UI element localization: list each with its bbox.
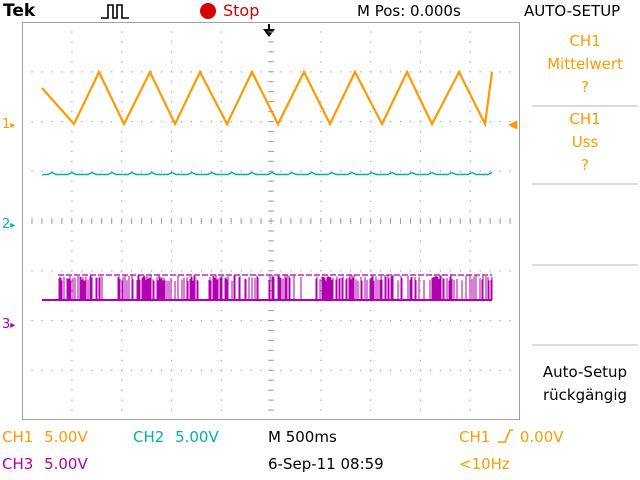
ch3-waveform [42, 274, 493, 301]
ch1-scale: 5.00V [44, 428, 88, 446]
ch1-ground-marker[interactable]: 1▸ [2, 118, 15, 133]
trigger-position-marker-icon [263, 24, 275, 37]
waveform-display [22, 22, 520, 420]
trigger-frequency-readout: <10Hz [459, 455, 510, 473]
ch2-scale: 5.00V [175, 428, 219, 446]
menu-title: AUTO-SETUP [524, 2, 621, 20]
ch3-marker-label: 3 [2, 317, 11, 332]
marker-arrow-icon: ▸ [10, 120, 16, 131]
ch3-scale-readout: CH3 5.00V [2, 454, 88, 474]
ch1-marker-label: 1 [2, 117, 11, 132]
date-time-readout: 6-Sep-11 08:59 [268, 455, 384, 473]
ch1-label: CH1 [2, 428, 34, 446]
menu-item-line: Mittelwert [547, 55, 623, 73]
ch1-scale-readout: CH1 5.00V [2, 427, 88, 447]
ch3-ground-marker[interactable]: 3▸ [2, 318, 15, 333]
menu-divider [532, 264, 638, 266]
ch2-waveform [41, 171, 493, 176]
timebase-readout: M 500ms [268, 428, 337, 446]
menu-item-line: rückgängig [542, 386, 628, 404]
ch3-scale: 5.00V [44, 455, 88, 473]
menu-item-line: ? [581, 78, 589, 96]
trigger-edge-icon [101, 4, 129, 19]
ch2-label: CH2 [133, 428, 165, 446]
menu-item-line: CH1 [569, 32, 601, 50]
ch2-ground-marker[interactable]: 2▸ [2, 218, 15, 233]
ch2-marker-label: 2 [2, 217, 11, 232]
stop-indicator-icon [200, 3, 216, 19]
marker-arrow-icon: ▸ [10, 320, 16, 331]
menu-item-undo-autosetup[interactable]: Auto-Setup rückgängig [532, 361, 638, 411]
menu-item-line: Uss [571, 133, 599, 151]
menu-item-line: CH1 [569, 110, 601, 128]
marker-arrow-icon: ▸ [10, 220, 16, 231]
menu-item-ch1-peak-to-peak[interactable]: CH1 Uss ? [532, 108, 638, 180]
brand-logo: Tek [3, 1, 36, 21]
trigger-level: 0.00V [519, 428, 564, 446]
menu-divider [532, 183, 638, 185]
trigger-readout: CH1 0.00V [459, 427, 564, 447]
ch1-waveform [41, 69, 494, 128]
menu-item-line: Auto-Setup [542, 363, 628, 381]
trigger-level-marker-icon[interactable]: ◀ [508, 117, 518, 131]
menu-divider [532, 344, 638, 346]
run-state-label: Stop [223, 1, 260, 20]
graticule [22, 22, 520, 420]
horizontal-position-readout: M Pos: 0.000s [357, 2, 461, 20]
menu-item-ch1-mean[interactable]: CH1 Mittelwert ? [532, 30, 638, 102]
rising-edge-icon [498, 429, 514, 443]
trigger-source: CH1 [459, 428, 491, 446]
ch3-label: CH3 [2, 455, 34, 473]
menu-item-line: ? [581, 156, 589, 174]
ch2-scale-readout: CH2 5.00V [133, 427, 219, 447]
menu-divider [532, 105, 638, 107]
